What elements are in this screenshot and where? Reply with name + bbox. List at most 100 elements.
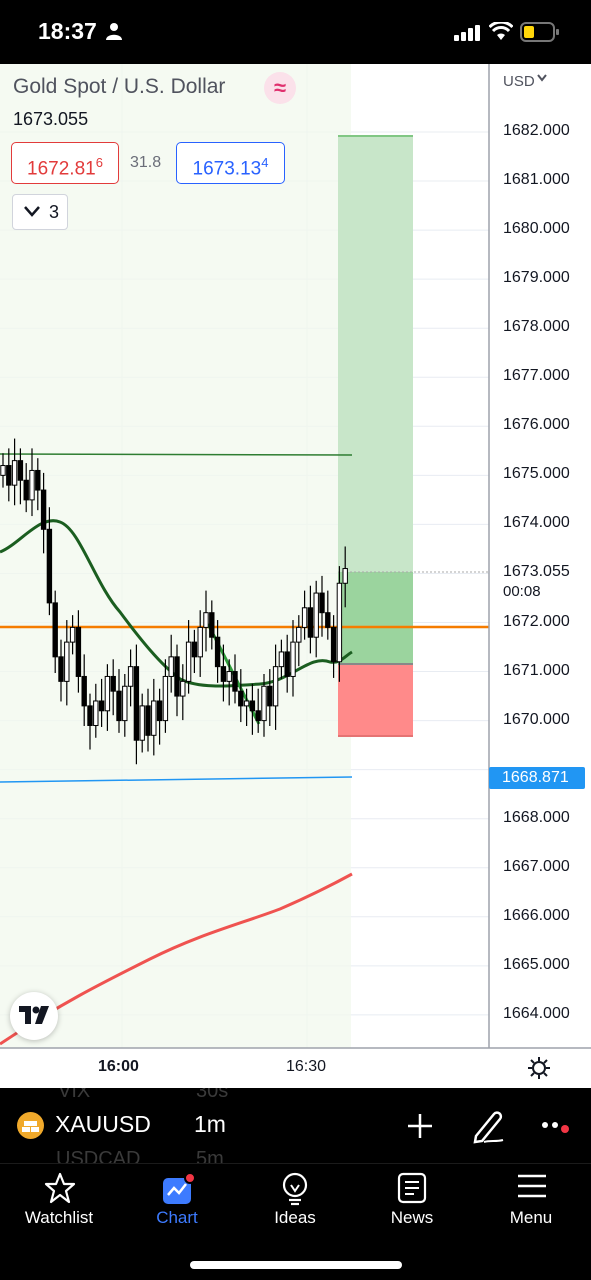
- candle-body: [64, 641, 70, 682]
- indicator-badge-icon[interactable]: ≈: [264, 72, 296, 104]
- candle-body: [87, 705, 93, 727]
- status-bar: 18:37: [0, 0, 591, 64]
- person-icon: [106, 23, 122, 40]
- green-moving-average: [0, 519, 353, 688]
- candle-body: [284, 651, 290, 677]
- buy-button[interactable]: 1673.134: [176, 142, 285, 184]
- candle-body: [255, 710, 261, 722]
- candle-body: [46, 528, 53, 604]
- gold-symbol-icon: [17, 1112, 44, 1139]
- candle-body: [214, 636, 221, 668]
- bar-countdown: 00:08: [503, 583, 541, 600]
- candle-body: [40, 489, 47, 530]
- price-axis-label: 1681.000: [503, 171, 570, 189]
- ghost-interval-below: 5m: [196, 1148, 224, 1163]
- candle-body: [296, 626, 302, 643]
- time-label-1630: 16:30: [286, 1058, 327, 1075]
- status-time: 18:37: [38, 18, 97, 44]
- candle-body: [290, 641, 296, 677]
- tab-ideas[interactable]: Ideas: [250, 1164, 340, 1239]
- candle-body: [151, 700, 157, 736]
- home-indicator[interactable]: [190, 1261, 402, 1269]
- tab-watchlist[interactable]: Watchlist: [14, 1164, 104, 1239]
- candle-body: [313, 592, 319, 638]
- tab-news[interactable]: News: [367, 1164, 457, 1239]
- bulb-icon: [282, 1172, 308, 1206]
- upper-green-line: [0, 453, 353, 456]
- chevron-down-icon: [537, 74, 547, 82]
- candle-body: [180, 680, 186, 697]
- candle-body: [267, 685, 273, 707]
- candle-body: [238, 690, 244, 707]
- profit-zone: [338, 136, 413, 572]
- currency-selector[interactable]: USD: [503, 73, 547, 90]
- candle-body: [17, 460, 24, 481]
- price-axis-label: 1665.000: [503, 955, 570, 973]
- candle-body: [156, 700, 163, 722]
- candle-body: [6, 465, 12, 486]
- candle-body: [122, 685, 128, 722]
- candle-body: [319, 592, 325, 614]
- price-axis-label: 1675.000: [503, 465, 570, 483]
- spread-value: 31.8: [130, 154, 162, 171]
- candle-body: [185, 641, 192, 682]
- candle-body: [162, 675, 169, 722]
- candlestick-chart[interactable]: [0, 64, 591, 1088]
- candle-body: [301, 607, 308, 628]
- candle-body: [98, 700, 105, 712]
- candle-body: [52, 602, 58, 658]
- candle-body: [272, 666, 279, 707]
- news-icon: [397, 1172, 427, 1204]
- price-chart[interactable]: Gold Spot / U.S. Dollar ≈ 1673.055 1672.…: [0, 64, 591, 1088]
- ghost-symbol-below: USDCAD: [56, 1148, 141, 1163]
- sell-button[interactable]: 1672.816: [11, 142, 119, 184]
- tab-label: News: [390, 1208, 434, 1227]
- candle-body: [226, 671, 232, 682]
- tab-menu[interactable]: Menu: [486, 1164, 576, 1239]
- tab-label: Ideas: [274, 1208, 316, 1227]
- candle-body: [278, 651, 285, 668]
- candle-body: [81, 675, 87, 707]
- tradingview-logo-icon: [19, 1006, 49, 1024]
- tab-label: Watchlist: [24, 1208, 94, 1227]
- drawing-pen-icon[interactable]: [472, 1108, 506, 1144]
- indicators-toggle-button[interactable]: 3: [12, 194, 68, 230]
- loss-zone: [338, 664, 413, 736]
- candle-body: [168, 656, 174, 677]
- price-axis-label: 1676.000: [503, 416, 570, 434]
- symbol-title[interactable]: Gold Spot / U.S. Dollar: [13, 75, 226, 98]
- candle-body: [0, 465, 6, 476]
- candle-body: [29, 469, 35, 501]
- buy-pipette: 4: [261, 155, 269, 170]
- tab-chart[interactable]: Chart: [132, 1164, 222, 1239]
- symbol-selector[interactable]: XAUUSD: [55, 1111, 151, 1137]
- chevron-down-icon: [24, 206, 40, 217]
- ghost-symbol-above: VIX: [58, 1088, 91, 1102]
- candle-body: [203, 612, 209, 628]
- candle-body: [232, 671, 238, 692]
- candle-body: [336, 582, 343, 663]
- signal-icon: [454, 25, 480, 41]
- price-axis-label: 1672.000: [503, 612, 570, 630]
- tab-label: Chart: [156, 1208, 198, 1227]
- candle-body: [209, 612, 215, 638]
- candle-body: [249, 700, 256, 712]
- price-axis-label: 1682.000: [503, 122, 570, 139]
- candle-body: [307, 607, 314, 638]
- menu-icon: [518, 1174, 546, 1198]
- sell-price: 1672.81: [27, 158, 96, 180]
- candle-body: [93, 700, 99, 727]
- buy-price: 1673.13: [192, 158, 262, 180]
- chart-settings-icon[interactable]: [527, 1056, 551, 1080]
- tradingview-logo[interactable]: [10, 992, 58, 1040]
- battery-icon: [520, 22, 559, 42]
- price-axis-label: 1677.000: [503, 367, 570, 385]
- time-label-1600: 16:00: [98, 1058, 139, 1075]
- price-axis-label: 1680.000: [503, 220, 570, 238]
- price-axis-label: 1679.000: [503, 269, 570, 287]
- add-plus-icon[interactable]: [406, 1112, 434, 1140]
- level-price-tag: 1668.871: [489, 767, 585, 789]
- interval-selector[interactable]: 1m: [194, 1111, 226, 1137]
- more-options-icon[interactable]: [541, 1120, 573, 1136]
- price-axis-label: 1674.000: [503, 514, 570, 532]
